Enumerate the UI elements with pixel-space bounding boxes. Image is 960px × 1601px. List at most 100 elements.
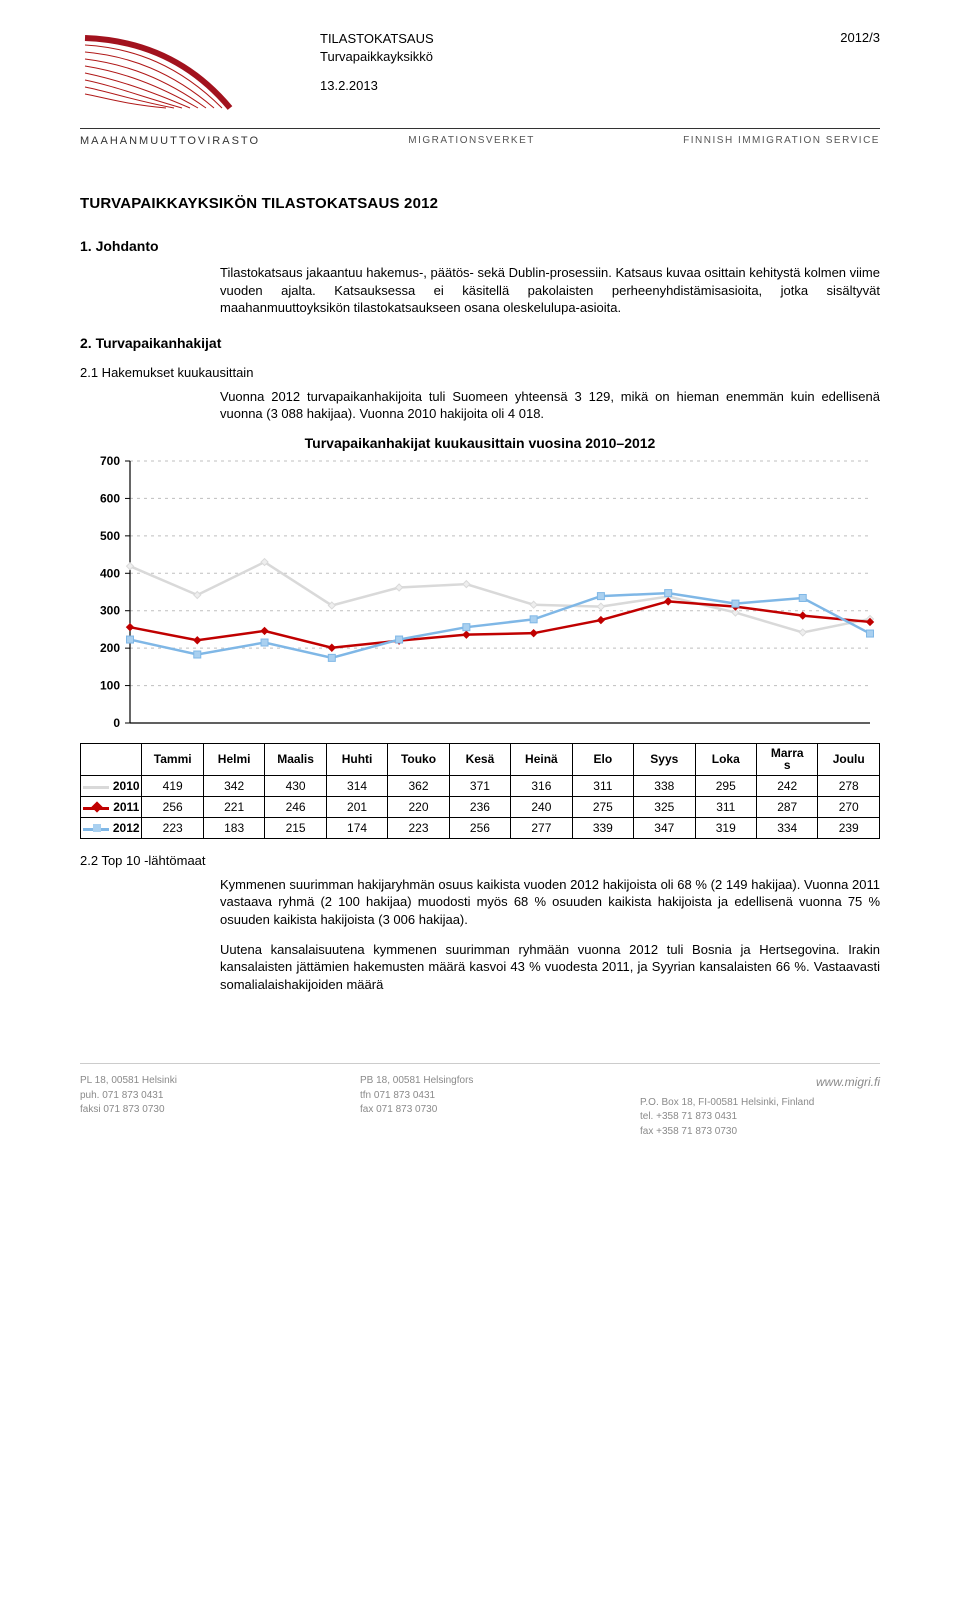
- footer-line: tfn 071 873 0431: [360, 1089, 600, 1104]
- svg-text:300: 300: [100, 603, 120, 617]
- table-cell: 256: [449, 817, 510, 838]
- table-header-cell: Touko: [388, 743, 449, 775]
- section-2-1-heading: 2.1 Hakemukset kuukausittain: [80, 365, 880, 380]
- section-2-2-paragraph-2: Uutena kansalaisuutena kymmenen suurimma…: [220, 941, 880, 994]
- section-1-paragraph: Tilastokatsaus jakaantuu hakemus-, päätö…: [220, 264, 880, 317]
- table-cell: 236: [449, 796, 510, 817]
- table-cell: 311: [572, 775, 633, 796]
- table-header-cell: Kesä: [449, 743, 510, 775]
- table-cell: 215: [265, 817, 326, 838]
- table-cell: 287: [756, 796, 817, 817]
- line-chart: 0 100 200 300 400 500 600 700: [80, 453, 880, 743]
- chart-data-table: TammiHelmiMaalisHuhtiToukoKesäHeinäEloSy…: [80, 743, 880, 839]
- table-header-cell: Helmi: [203, 743, 264, 775]
- agency-names: MAAHANMUUTTOVIRASTO MIGRATIONSVERKET FIN…: [80, 135, 880, 147]
- header-subtitle: Turvapaikkayksikkö: [320, 48, 434, 66]
- chart-container: Turvapaikanhakijat kuukausittain vuosina…: [80, 435, 880, 839]
- svg-text:100: 100: [100, 678, 120, 692]
- table-cell: 242: [756, 775, 817, 796]
- table-header-cell: Joulu: [818, 743, 880, 775]
- table-cell: 295: [695, 775, 756, 796]
- table-cell: 347: [634, 817, 695, 838]
- header-date: 13.2.2013: [320, 77, 434, 95]
- table-header-cell: Maalis: [265, 743, 326, 775]
- table-header-cell: Loka: [695, 743, 756, 775]
- section-2-1-paragraph: Vuonna 2012 turvapaikanhakijoita tuli Su…: [220, 388, 880, 423]
- document-title: TURVAPAIKKAYKSIKÖN TILASTOKATSAUS 2012: [80, 195, 880, 212]
- chart-title: Turvapaikanhakijat kuukausittain vuosina…: [80, 435, 880, 451]
- page: TILASTOKATSAUS Turvapaikkayksikkö 13.2.2…: [0, 0, 960, 1179]
- footer-line: PL 18, 00581 Helsinki: [80, 1074, 320, 1089]
- section-2-heading: 2. Turvapaikanhakijat: [80, 335, 880, 351]
- table-cell: 201: [326, 796, 387, 817]
- section-2-2-paragraph-1: Kymmenen suurimman hakijaryhmän osuus ka…: [220, 876, 880, 929]
- table-cell: 221: [203, 796, 264, 817]
- svg-text:500: 500: [100, 529, 120, 543]
- table-cell: 339: [572, 817, 633, 838]
- footer-line: P.O. Box 18, FI-00581 Helsinki, Finland: [640, 1096, 880, 1111]
- footer-col-sv: PB 18, 00581 Helsingfors tfn 071 873 043…: [360, 1074, 600, 1139]
- table-cell: 256: [142, 796, 203, 817]
- page-footer: PL 18, 00581 Helsinki puh. 071 873 0431 …: [80, 1063, 880, 1139]
- table-cell: 319: [695, 817, 756, 838]
- footer-line: PB 18, 00581 Helsingfors: [360, 1074, 600, 1089]
- section-1-heading: 1. Johdanto: [80, 238, 880, 254]
- table-cell: 270: [818, 796, 880, 817]
- table-row: 2012223183215174223256277339347319334239: [81, 817, 880, 838]
- table-header-cell: Tammi: [142, 743, 203, 775]
- svg-text:400: 400: [100, 566, 120, 580]
- wing-logo-icon: [80, 30, 250, 120]
- table-cell: 239: [818, 817, 880, 838]
- table-cell: 430: [265, 775, 326, 796]
- table-header-cell: Syys: [634, 743, 695, 775]
- table-cell: 371: [449, 775, 510, 796]
- table-cell: 275: [572, 796, 633, 817]
- header-divider: [80, 128, 880, 129]
- series-legend-cell: 2010: [81, 775, 142, 796]
- table-header-cell: Marras: [756, 743, 817, 775]
- agency-fi: MAAHANMUUTTOVIRASTO: [80, 135, 260, 147]
- table-cell: 246: [265, 796, 326, 817]
- series-legend-cell: 2012: [81, 817, 142, 838]
- table-cell: 325: [634, 796, 695, 817]
- header-title: TILASTOKATSAUS: [320, 30, 434, 48]
- footer-line: tel. +358 71 873 0431: [640, 1110, 880, 1125]
- table-row: 2011256221246201220236240275325311287270: [81, 796, 880, 817]
- table-cell: 277: [511, 817, 572, 838]
- footer-line: fax 071 873 0730: [360, 1103, 600, 1118]
- agency-en: FINNISH IMMIGRATION SERVICE: [683, 135, 880, 147]
- svg-text:200: 200: [100, 641, 120, 655]
- table-cell: 342: [203, 775, 264, 796]
- table-cell: 311: [695, 796, 756, 817]
- table-cell: 419: [142, 775, 203, 796]
- table-cell: 334: [756, 817, 817, 838]
- table-row: 2010419342430314362371316311338295242278: [81, 775, 880, 796]
- section-2-1-body: Vuonna 2012 turvapaikanhakijoita tuli Su…: [220, 388, 880, 423]
- svg-text:700: 700: [100, 454, 120, 468]
- header-text: TILASTOKATSAUS Turvapaikkayksikkö 13.2.2…: [320, 30, 880, 95]
- footer-url: www.migri.fi: [640, 1074, 880, 1091]
- series-legend-cell: 2011: [81, 796, 142, 817]
- footer-col-en: www.migri.fi P.O. Box 18, FI-00581 Helsi…: [640, 1074, 880, 1139]
- table-header-cell: Elo: [572, 743, 633, 775]
- table-cell: 316: [511, 775, 572, 796]
- section-2-2-heading: 2.2 Top 10 -lähtömaat: [80, 853, 880, 868]
- table-cell: 223: [388, 817, 449, 838]
- table-cell: 174: [326, 817, 387, 838]
- table-cell: 223: [142, 817, 203, 838]
- footer-line: faksi 071 873 0730: [80, 1103, 320, 1118]
- table-cell: 314: [326, 775, 387, 796]
- logo: [80, 30, 320, 120]
- footer-line: puh. 071 873 0431: [80, 1089, 320, 1104]
- table-cell: 220: [388, 796, 449, 817]
- table-cell: 183: [203, 817, 264, 838]
- svg-text:0: 0: [113, 716, 120, 730]
- footer-col-fi: PL 18, 00581 Helsinki puh. 071 873 0431 …: [80, 1074, 320, 1139]
- table-cell: 362: [388, 775, 449, 796]
- section-1-body: Tilastokatsaus jakaantuu hakemus-, päätö…: [220, 264, 880, 317]
- svg-text:600: 600: [100, 491, 120, 505]
- agency-sv: MIGRATIONSVERKET: [408, 135, 535, 147]
- table-header-cell: Heinä: [511, 743, 572, 775]
- section-2-2-body: Kymmenen suurimman hakijaryhmän osuus ka…: [220, 876, 880, 993]
- table-cell: 338: [634, 775, 695, 796]
